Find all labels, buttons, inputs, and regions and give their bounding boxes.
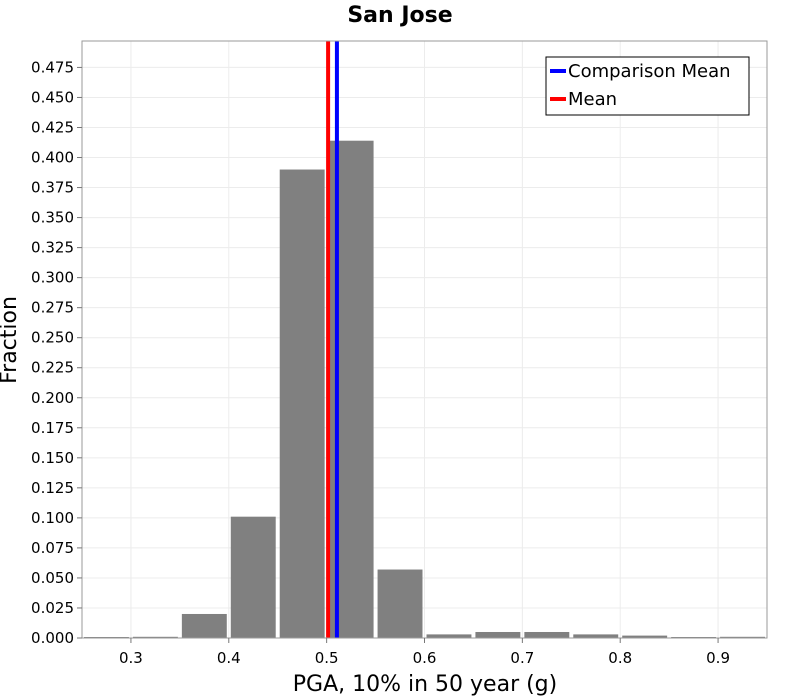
- x-tick-label: 0.5: [315, 649, 339, 667]
- x-tick-label: 0.6: [413, 649, 437, 667]
- x-tick-label: 0.7: [510, 649, 534, 667]
- histogram-bar: [524, 631, 570, 638]
- y-tick-label: 0.300: [31, 269, 74, 287]
- x-tick-label: 0.9: [706, 649, 730, 667]
- y-tick-label: 0.100: [31, 509, 74, 527]
- x-tick-label: 0.3: [119, 649, 143, 667]
- histogram-bar: [622, 635, 668, 638]
- y-tick-label: 0.025: [31, 599, 74, 617]
- x-axis-title: PGA, 10% in 50 year (g): [293, 672, 557, 697]
- y-tick-label: 0.425: [31, 118, 74, 136]
- histogram-bar: [132, 636, 178, 638]
- histogram-bar: [230, 516, 276, 638]
- y-tick-label: 0.325: [31, 239, 74, 257]
- y-tick-label: 0.175: [31, 419, 74, 437]
- chart-title: San Jose: [347, 3, 452, 28]
- histogram-bar: [279, 169, 325, 638]
- histogram-bar: [377, 569, 423, 638]
- legend-label-mean: Mean: [568, 89, 617, 110]
- y-tick-label: 0.375: [31, 179, 74, 197]
- histogram-bar: [181, 613, 227, 638]
- y-tick-label: 0.350: [31, 209, 74, 227]
- y-tick-label: 0.125: [31, 479, 74, 497]
- y-axis: 0.000 0.025 0.050 0.075 0.100 0.125 0.150 0.175…: [31, 58, 82, 647]
- y-tick-label: 0.450: [31, 88, 74, 106]
- y-tick-label: 0.250: [31, 329, 74, 347]
- y-tick-label: 0.225: [31, 359, 74, 377]
- y-tick-label: 0.050: [31, 569, 74, 587]
- legend-label-comparison-mean: Comparison Mean: [568, 61, 731, 82]
- histogram-bar: [720, 636, 765, 638]
- x-tick-label: 0.4: [217, 649, 241, 667]
- histogram-bar: [426, 634, 472, 638]
- y-tick-label: 0.400: [31, 149, 74, 167]
- mean-lines: [326, 41, 339, 638]
- y-tick-label: 0.150: [31, 449, 74, 467]
- y-tick-label: 0.275: [31, 299, 74, 317]
- histogram-bar: [573, 634, 619, 638]
- legend-box: [545, 56, 750, 116]
- y-tick-label: 0.000: [31, 629, 74, 647]
- y-axis-title: Fraction: [0, 296, 22, 384]
- grid: [82, 41, 767, 639]
- legend: Comparison Mean Mean: [545, 56, 750, 116]
- y-tick-label: 0.475: [31, 58, 74, 76]
- x-tick-label: 0.8: [608, 649, 632, 667]
- x-axis: 0.3 0.4 0.5 0.6 0.7 0.8 0.9: [119, 638, 730, 667]
- y-tick-label: 0.075: [31, 539, 74, 557]
- histogram-bar: [475, 631, 521, 638]
- y-tick-label: 0.200: [31, 389, 74, 407]
